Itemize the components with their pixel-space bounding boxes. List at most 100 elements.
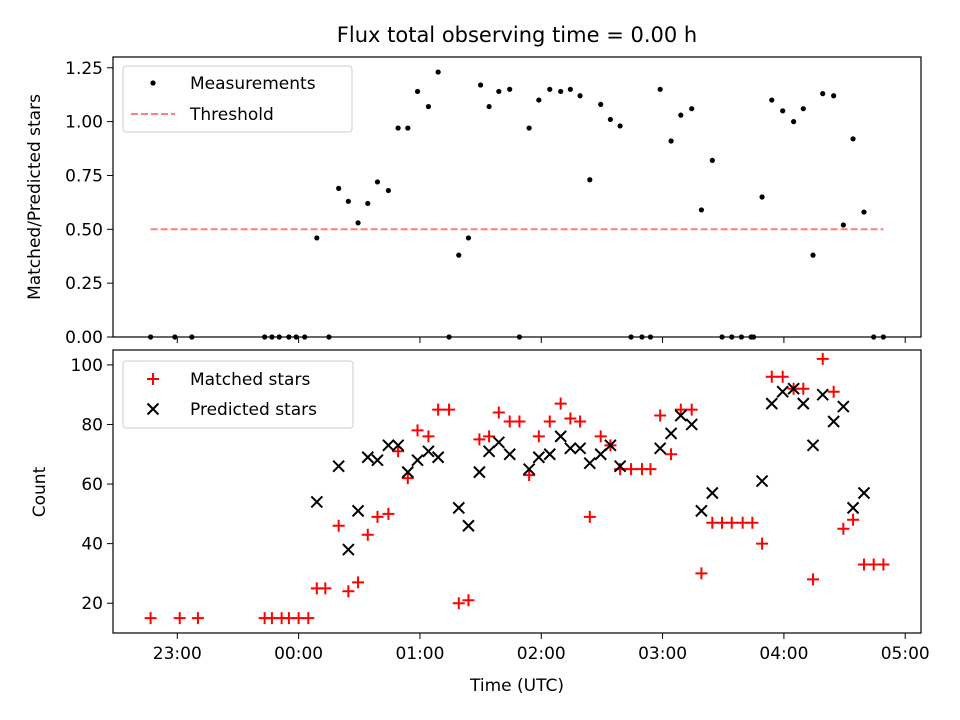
predicted-star-point	[422, 445, 435, 458]
matched-star-point	[452, 597, 465, 610]
matched-star-point	[564, 412, 577, 425]
matched-star-point	[725, 516, 738, 529]
predicted-star-point	[846, 501, 860, 515]
matched-star-point	[665, 448, 678, 461]
predicted-star-point	[664, 427, 678, 440]
measurement-point	[598, 101, 604, 107]
matched-star-point	[462, 594, 475, 607]
matched-star-point	[837, 522, 850, 535]
predicted-star-point	[522, 462, 536, 476]
predicted-star-point	[787, 382, 800, 395]
matched-star-point	[173, 612, 186, 625]
matched-star-point	[319, 582, 332, 595]
predicted-star-point	[452, 501, 465, 515]
measurement-point	[769, 97, 775, 103]
matched-star-point	[543, 415, 556, 428]
matched-star-point	[847, 513, 860, 526]
matched-star-point	[483, 430, 496, 443]
matched-star-point	[492, 406, 505, 419]
bottom-panel: 20 40 60 80 100 23:00 00:00 01:00 02:00 03:00 04:…	[30, 349, 930, 696]
legend-matched-marker	[147, 373, 159, 385]
predicted-star-point	[755, 474, 769, 488]
matched-star-point	[776, 370, 789, 383]
predicted-star-point	[431, 451, 445, 464]
matched-star-point	[644, 463, 657, 476]
matched-star-point	[583, 510, 596, 523]
bottom-axes-frame	[112, 349, 922, 634]
bottom-y-tick-label: 100	[71, 356, 103, 376]
bottom-y-tick-label: 40	[81, 535, 103, 555]
matched-star-point	[342, 585, 355, 598]
bottom-legend-box	[122, 360, 354, 429]
measurement-point	[657, 86, 663, 92]
matched-star-point	[513, 415, 526, 428]
top-legend-box	[122, 65, 353, 133]
measurement-point	[496, 88, 502, 95]
predicted-star-point	[765, 397, 778, 410]
matched-star-point	[361, 528, 374, 541]
measurement-point	[536, 97, 542, 103]
measurement-point	[507, 86, 513, 92]
predicted-star-point	[816, 388, 829, 401]
matched-star-point	[827, 385, 840, 398]
measurement-point	[831, 93, 837, 99]
matched-star-point	[422, 430, 435, 443]
measurement-point	[840, 222, 846, 228]
predicted-star-point	[543, 448, 556, 461]
bottom-x-tick-label: 04:00	[759, 644, 808, 664]
measurement-point	[698, 207, 705, 213]
measurement-point	[607, 116, 614, 123]
legend-measurements-label: Measurements	[190, 74, 316, 94]
matched-star-point	[532, 430, 545, 443]
matched-star-point	[674, 403, 687, 416]
top-panel: 0.00 0.25 0.50 0.75 1.00 1.25 Matched/Predict…	[25, 56, 922, 348]
predicted-star-point	[706, 486, 719, 500]
bottom-y-ticks: 20 40 60 80 100	[71, 356, 113, 614]
predicted-star-point	[695, 504, 708, 518]
predicted-star-point	[391, 439, 405, 452]
bottom-y-axis-label: Count	[30, 466, 50, 517]
matched-star-point	[807, 573, 820, 586]
measurement-point	[759, 194, 765, 200]
top-axes-frame	[112, 56, 922, 338]
bottom-x-tick-label: 00:00	[274, 644, 323, 664]
predicted-star-point	[857, 486, 871, 500]
measurement-point	[395, 125, 401, 131]
top-y-tick-label: 1.25	[65, 59, 103, 79]
predicted-star-point	[462, 519, 475, 532]
predicted-star-point	[776, 385, 789, 398]
top-x-ticks	[176, 337, 906, 343]
matched-star-point	[695, 567, 708, 580]
measurement-point	[791, 119, 797, 125]
top-y-axis-label: Matched/Predicted stars	[25, 94, 45, 300]
predicted-star-point	[674, 409, 687, 422]
top-y-tick-label: 1.00	[65, 113, 103, 133]
measurement-point	[336, 185, 342, 191]
top-legend: Measurements Threshold	[122, 65, 353, 133]
predicted-star-point	[492, 436, 506, 449]
matched-star-point	[392, 445, 405, 458]
measurement-point	[405, 125, 411, 131]
top-y-tick-label: 0.75	[65, 166, 103, 186]
matched-star-point	[443, 403, 456, 416]
top-y-tick-label: 0.50	[65, 220, 103, 240]
legend-measurements-marker	[150, 80, 156, 86]
measurement-point	[314, 235, 320, 241]
top-y-tick-label: 0.00	[65, 328, 103, 348]
matched-star-point	[332, 519, 345, 532]
measurement-point	[567, 86, 573, 92]
predicted-star-point	[837, 400, 850, 413]
matched-star-point	[411, 424, 424, 437]
measurement-point	[345, 198, 351, 204]
measurement-point	[810, 252, 816, 258]
predicted-star-point	[594, 448, 607, 461]
predicted-star-point	[653, 442, 667, 455]
chart-title: Flux total observing time = 0.00 h	[337, 23, 697, 47]
measurement-point	[425, 103, 432, 110]
matched-star-point	[473, 433, 486, 446]
predicted-star-point	[310, 495, 324, 509]
predicted-star-point	[382, 439, 395, 452]
predicted-star-point	[351, 504, 365, 518]
bottom-x-tick-label: 02:00	[517, 644, 566, 664]
bottom-x-tick-label: 05:00	[881, 644, 930, 664]
